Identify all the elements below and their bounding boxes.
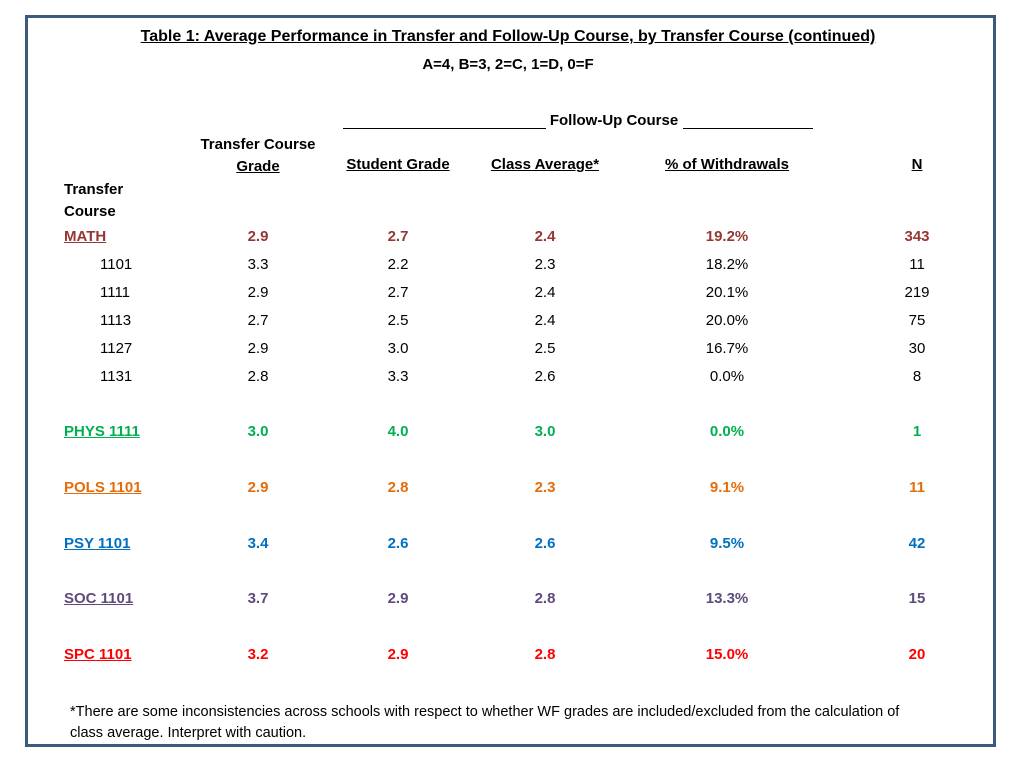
row-cell-n: 8	[912, 368, 922, 385]
row-cell-wd: 9.5%	[709, 535, 745, 552]
row-cell-n: 11	[909, 479, 925, 496]
row-cell-ca: 2.6	[534, 368, 556, 385]
row-cell-tcg: 2.9	[247, 340, 269, 357]
header-transfer-course-line2: Course	[64, 203, 116, 220]
row-course-name: SOC 1101	[64, 590, 134, 607]
row-cell-tcg: 2.8	[247, 368, 269, 385]
row-cell-wd: 15.0%	[705, 646, 749, 663]
row-cell-wd: 16.7%	[705, 340, 749, 357]
row-cell-sg: 2.5	[387, 312, 409, 329]
header-transfer-grade-line1: Transfer Course	[200, 136, 316, 153]
row-cell-sg: 2.8	[387, 479, 409, 496]
row-cell-n: 11	[909, 256, 925, 273]
row-cell-sg: 3.0	[387, 340, 409, 357]
header-student-grade: Student Grade	[346, 156, 450, 173]
row-cell-ca: 2.4	[534, 312, 556, 329]
row-cell-wd: 13.3%	[705, 590, 749, 607]
row-course-name: POLS 1101	[64, 479, 142, 496]
table-title: Table 1: Average Performance in Transfer…	[140, 28, 876, 45]
row-cell-sg: 2.6	[387, 535, 409, 552]
row-cell-ca: 2.3	[534, 256, 556, 273]
row-cell-wd: 20.0%	[705, 312, 749, 329]
header-transfer-course: Transfer Course	[64, 179, 123, 223]
row-cell-wd: 18.2%	[705, 256, 749, 273]
header-n: N	[911, 156, 923, 173]
row-course-name: 1131	[100, 368, 133, 385]
row-cell-wd: 9.1%	[709, 479, 745, 496]
grade-scale: A=4, B=3, 2=C, 1=D, 0=F	[422, 56, 594, 73]
row-cell-ca: 3.0	[534, 423, 556, 440]
row-cell-tcg: 3.7	[247, 590, 269, 607]
row-cell-ca: 2.4	[534, 228, 556, 245]
header-transfer-grade-line2: Grade	[236, 158, 280, 175]
row-cell-wd: 19.2%	[705, 228, 749, 245]
row-cell-ca: 2.8	[534, 646, 556, 663]
row-cell-tcg: 3.0	[247, 423, 269, 440]
row-cell-tcg: 2.9	[247, 479, 269, 496]
row-cell-sg: 2.7	[387, 228, 409, 245]
row-cell-n: 75	[908, 312, 926, 329]
row-course-name: 1101	[100, 256, 133, 273]
row-course-name: MATH	[64, 228, 107, 245]
row-cell-tcg: 3.2	[247, 646, 269, 663]
row-cell-sg: 4.0	[387, 423, 409, 440]
row-cell-ca: 2.5	[534, 340, 556, 357]
row-cell-sg: 2.9	[387, 590, 409, 607]
row-cell-n: 219	[904, 284, 930, 301]
row-cell-ca: 2.8	[534, 590, 556, 607]
footnote: *There are some inconsistencies across s…	[70, 704, 900, 741]
row-cell-n: 42	[908, 535, 926, 552]
header-class-average: Class Average*	[490, 156, 600, 173]
follow-up-header: Follow-Up Course	[343, 112, 813, 129]
row-cell-wd: 20.1%	[705, 284, 749, 301]
row-cell-wd: 0.0%	[709, 368, 745, 385]
row-cell-ca: 2.4	[534, 284, 556, 301]
row-cell-n: 15	[908, 590, 926, 607]
row-cell-ca: 2.6	[534, 535, 556, 552]
row-cell-sg: 3.3	[387, 368, 409, 385]
header-withdrawals: % of Withdrawals	[664, 156, 790, 173]
row-cell-n: 1	[912, 423, 922, 440]
header-transfer-grade: Transfer Course Grade	[200, 134, 315, 178]
row-cell-tcg: 2.9	[247, 228, 269, 245]
row-cell-wd: 0.0%	[709, 423, 745, 440]
row-cell-tcg: 2.7	[247, 312, 269, 329]
row-cell-sg: 2.9	[387, 646, 409, 663]
row-cell-n: 20	[908, 646, 926, 663]
follow-up-label: Follow-Up Course	[549, 112, 679, 129]
header-transfer-course-line1: Transfer	[64, 181, 124, 198]
slide-frame	[25, 15, 996, 747]
row-course-name: SPC 1101	[64, 646, 132, 663]
row-cell-n: 30	[908, 340, 926, 357]
row-cell-tcg: 3.3	[247, 256, 269, 273]
row-cell-tcg: 2.9	[247, 284, 269, 301]
row-course-name: 1127	[100, 340, 133, 357]
row-cell-n: 343	[904, 228, 930, 245]
row-cell-tcg: 3.4	[247, 535, 269, 552]
row-course-name: PHYS 1111	[64, 423, 140, 440]
row-course-name: 1111	[100, 284, 131, 301]
row-cell-sg: 2.2	[387, 256, 409, 273]
row-cell-ca: 2.3	[534, 479, 556, 496]
row-course-name: 1113	[100, 312, 132, 329]
row-cell-sg: 2.7	[387, 284, 409, 301]
row-course-name: PSY 1101	[64, 535, 131, 552]
